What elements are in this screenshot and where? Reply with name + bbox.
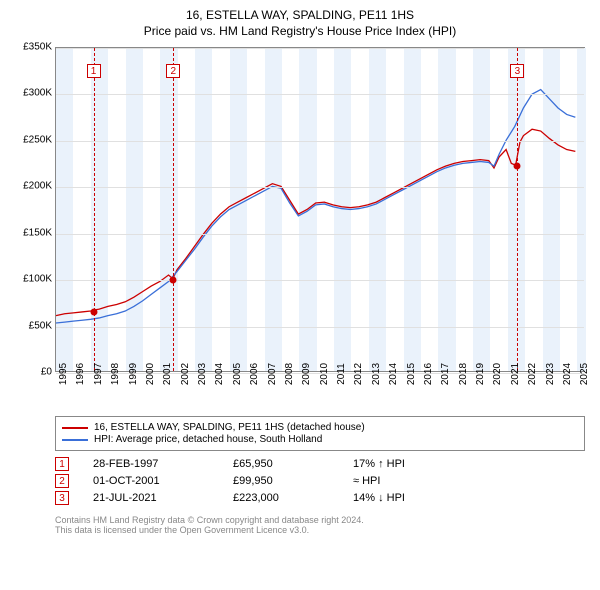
x-axis-label: 2010 xyxy=(319,363,330,385)
legend-item: 16, ESTELLA WAY, SPALDING, PE11 1HS (det… xyxy=(62,422,578,433)
legend-item: HPI: Average price, detached house, Sout… xyxy=(62,434,578,445)
gridline xyxy=(56,234,584,235)
sale-row-date: 28-FEB-1997 xyxy=(93,458,233,470)
x-axis-label: 2025 xyxy=(579,363,590,385)
sale-row-date: 01-OCT-2001 xyxy=(93,475,233,487)
sale-row-badge: 1 xyxy=(55,457,69,471)
x-axis-label: 2006 xyxy=(249,363,260,385)
sale-marker-line xyxy=(94,48,95,371)
gridline xyxy=(56,94,584,95)
sale-marker-badge: 2 xyxy=(166,64,180,78)
gridline xyxy=(56,48,584,49)
legend-label: 16, ESTELLA WAY, SPALDING, PE11 1HS (det… xyxy=(94,422,365,433)
y-axis-label: £50K xyxy=(7,320,52,331)
sale-row: 2 01-OCT-2001£99,950≈ HPI xyxy=(55,474,585,488)
y-axis-label: £250K xyxy=(7,134,52,145)
chart-area: 1 2 3 £0 £50K £100K £150K £200K £250K £300K £350K… xyxy=(10,42,590,412)
sale-row-date: 21-JUL-2021 xyxy=(93,492,233,504)
series-hpi xyxy=(56,90,575,323)
x-axis-label: 2024 xyxy=(562,363,573,385)
chart-title-subtitle: Price paid vs. HM Land Registry's House … xyxy=(10,24,590,38)
x-axis-label: 2018 xyxy=(458,363,469,385)
footer-line-2: This data is licensed under the Open Gov… xyxy=(55,525,585,535)
x-axis-label: 2015 xyxy=(406,363,417,385)
gridline xyxy=(56,327,584,328)
x-axis-label: 2017 xyxy=(440,363,451,385)
x-axis-label: 2021 xyxy=(510,363,521,385)
legend-swatch xyxy=(62,427,88,429)
y-axis-label: £100K xyxy=(7,274,52,285)
sale-marker-badge: 3 xyxy=(510,64,524,78)
sale-marker-line xyxy=(517,48,518,371)
plot-region: 1 2 3 xyxy=(55,47,585,372)
x-axis-label: 2020 xyxy=(492,363,503,385)
sale-marker-dot xyxy=(170,277,177,284)
sale-row-badge: 3 xyxy=(55,491,69,505)
x-axis-label: 2019 xyxy=(475,363,486,385)
sales-table: 1 28-FEB-1997£65,95017% ↑ HPI 2 01-OCT-2001… xyxy=(55,457,585,505)
x-axis-label: 1995 xyxy=(58,363,69,385)
chart-title-address: 16, ESTELLA WAY, SPALDING, PE11 1HS xyxy=(10,8,590,22)
x-axis-label: 2007 xyxy=(267,363,278,385)
sale-row-price: £223,000 xyxy=(233,492,353,504)
x-axis-label: 2001 xyxy=(162,363,173,385)
x-axis-label: 2008 xyxy=(284,363,295,385)
sale-row-diff: 14% ↓ HPI xyxy=(353,492,473,504)
x-axis-label: 2000 xyxy=(145,363,156,385)
x-axis-label: 1998 xyxy=(110,363,121,385)
x-axis-label: 2004 xyxy=(214,363,225,385)
legend-label: HPI: Average price, detached house, Sout… xyxy=(94,434,322,445)
sale-marker-dot xyxy=(90,308,97,315)
x-axis-label: 2013 xyxy=(371,363,382,385)
title-block: 16, ESTELLA WAY, SPALDING, PE11 1HS Pric… xyxy=(10,8,590,38)
line-series-svg xyxy=(56,48,584,371)
x-axis-label: 2009 xyxy=(301,363,312,385)
sale-row: 1 28-FEB-1997£65,95017% ↑ HPI xyxy=(55,457,585,471)
x-axis-label: 2016 xyxy=(423,363,434,385)
x-axis-label: 2003 xyxy=(197,363,208,385)
chart-container: 16, ESTELLA WAY, SPALDING, PE11 1HS Pric… xyxy=(0,0,600,590)
gridline xyxy=(56,141,584,142)
x-axis-label: 2014 xyxy=(388,363,399,385)
x-axis-label: 2002 xyxy=(180,363,191,385)
x-axis-label: 1996 xyxy=(75,363,86,385)
sale-marker-badge: 1 xyxy=(87,64,101,78)
gridline xyxy=(56,187,584,188)
legend-swatch xyxy=(62,439,88,441)
x-axis-label: 2011 xyxy=(336,363,347,385)
sale-marker-line xyxy=(173,48,174,371)
y-axis-label: £350K xyxy=(7,42,52,53)
gridline xyxy=(56,280,584,281)
sale-row-price: £65,950 xyxy=(233,458,353,470)
y-axis-label: £0 xyxy=(7,367,52,378)
y-axis-label: £300K xyxy=(7,88,52,99)
sale-row: 3 21-JUL-2021£223,00014% ↓ HPI xyxy=(55,491,585,505)
sale-row-diff: 17% ↑ HPI xyxy=(353,458,473,470)
footer-line-1: Contains HM Land Registry data © Crown c… xyxy=(55,515,585,525)
sale-row-diff: ≈ HPI xyxy=(353,475,473,487)
x-axis-label: 2022 xyxy=(527,363,538,385)
footer-attribution: Contains HM Land Registry data © Crown c… xyxy=(55,515,585,535)
sale-marker-dot xyxy=(514,162,521,169)
legend: 16, ESTELLA WAY, SPALDING, PE11 1HS (det… xyxy=(55,416,585,451)
sale-row-price: £99,950 xyxy=(233,475,353,487)
x-axis-label: 1997 xyxy=(93,363,104,385)
x-axis-label: 1999 xyxy=(128,363,139,385)
x-axis-label: 2005 xyxy=(232,363,243,385)
y-axis-label: £200K xyxy=(7,181,52,192)
x-axis-label: 2023 xyxy=(545,363,556,385)
sale-row-badge: 2 xyxy=(55,474,69,488)
x-axis-label: 2012 xyxy=(353,363,364,385)
y-axis-label: £150K xyxy=(7,227,52,238)
